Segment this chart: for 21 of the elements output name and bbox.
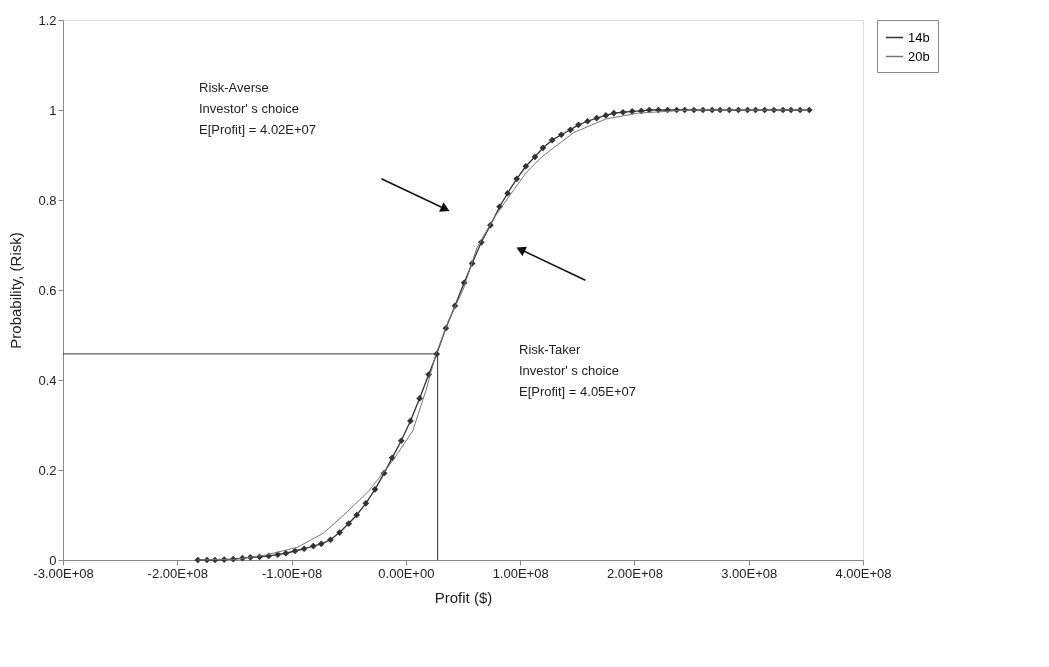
- y-tick-label: 0.6: [38, 282, 57, 298]
- x-tick-label: 3.00E+08: [721, 565, 778, 581]
- y-tick-label: 0.8: [38, 192, 57, 208]
- y-tick-label: 1: [49, 102, 57, 118]
- x-tick-label: -1.00E+08: [261, 565, 323, 581]
- annotation: Risk-Taker Investor' s choice E[Profit] = 4.05E+07: [519, 342, 637, 399]
- x-tick-label: -3.00E+08: [33, 565, 94, 581]
- x-tick-label: 1.00E+08: [492, 565, 549, 581]
- legend-label: 14b: [908, 29, 930, 45]
- y-tick-label: 1.2: [38, 12, 57, 28]
- x-tick-label: -2.00E+08: [147, 565, 208, 581]
- x-tick-label: 4.00E+08: [835, 565, 892, 581]
- y-tick-label: 0: [49, 552, 57, 568]
- legend-label: 20b: [908, 48, 930, 64]
- x-tick-label: 2.00E+08: [606, 565, 663, 581]
- y-tick-label: 0.2: [38, 462, 57, 478]
- x-tick-label: 0.00E+00: [378, 565, 435, 581]
- x-axis-title: Profit ($): [434, 588, 493, 606]
- y-axis-title: Probability, (Risk): [7, 232, 25, 349]
- y-tick-label: 0.4: [38, 372, 57, 388]
- annotation: Risk-Averse Investor' s choice E[Profit] = 4.02E+07: [199, 80, 317, 138]
